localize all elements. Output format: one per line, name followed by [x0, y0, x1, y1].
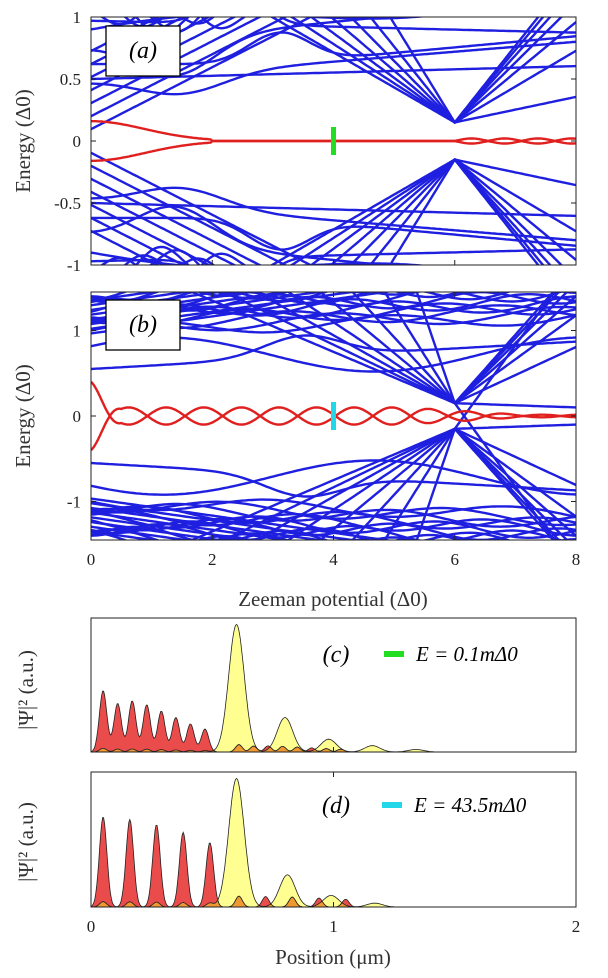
- bulk-band-upper: [91, 40, 576, 96]
- x-tick-label: 0: [87, 550, 96, 569]
- y-tick-label: 1: [73, 321, 82, 340]
- panel-a-label: (a): [129, 38, 157, 64]
- panel-d-legend-text: E = 43.5mΔ0: [413, 793, 527, 817]
- bulk-band-upper: [91, 64, 576, 81]
- y-tick-label: 0: [73, 407, 82, 426]
- bulk-band-lower: [91, 427, 576, 540]
- bulk-band-lower: [91, 158, 576, 265]
- panel-c-ticks: [90, 747, 577, 752]
- panel-c-ylabel: |Ψ|² (a.u.): [14, 650, 38, 730]
- panel-c: (c) E = 0.1mΔ0 |Ψ|² (a.u.): [14, 617, 577, 753]
- x-tick-label: 2: [572, 917, 581, 936]
- panel-d-xlabel: Position (μm): [275, 945, 391, 969]
- panel-c-legend-text: E = 0.1mΔ0: [415, 642, 518, 666]
- bulk-band-lower: [91, 157, 576, 265]
- panel-d-curves: [91, 777, 576, 907]
- y-tick-label: 0.5: [60, 70, 81, 89]
- bulk-band-lower: [91, 251, 429, 265]
- bulk-band-lower: [91, 201, 576, 218]
- y-tick-label: -1: [67, 256, 81, 275]
- y-tick-label: 0: [73, 132, 82, 151]
- wavefunction-yellow-area: [91, 777, 576, 907]
- bulk-band-upper: [91, 17, 576, 34]
- bulk-band-upper: [91, 334, 576, 371]
- bulk-band-lower: [91, 158, 545, 265]
- bulk-band-upper: [91, 292, 555, 405]
- bulk-band-upper: [91, 292, 561, 405]
- panel-a-ylabel: Energy (Δ0): [11, 89, 35, 193]
- panel-b-ticks: 1 0 -1 0 2 4 6 8: [67, 292, 580, 569]
- wavefunction-overlap-area: [91, 895, 576, 907]
- x-tick-label: 0: [87, 917, 96, 936]
- bulk-band-lower: [91, 292, 556, 540]
- bulk-band-lower: [91, 459, 576, 496]
- y-tick-label: 1: [73, 8, 82, 27]
- panel-d-label: (d): [322, 793, 350, 819]
- bulk-band-lower: [134, 245, 191, 265]
- bulk-band-lower: [91, 186, 576, 242]
- panel-d: 0 1 2 (d) E = 43.5mΔ0 |Ψ|² (a.u.) Position…: [14, 771, 581, 969]
- bulk-band-upper: [91, 17, 576, 131]
- panel-a-ticks: 1 0.5 0 -0.5 -1: [54, 8, 577, 275]
- panel-d-ticks: 0 1 2: [87, 772, 581, 936]
- bulk-band-upper: [91, 17, 429, 31]
- bulk-band-upper: [91, 292, 569, 405]
- panel-b-ylabel: Energy (Δ0): [11, 364, 35, 468]
- x-tick-label: 1: [329, 917, 338, 936]
- panel-d-ylabel: |Ψ|² (a.u.): [14, 802, 38, 882]
- bulk-band-lower: [91, 248, 576, 265]
- bulk-band-upper: [91, 17, 545, 124]
- y-tick-label: -1: [67, 493, 81, 512]
- wavefunction-red-area: [91, 817, 576, 907]
- panel-a-label-box: [105, 25, 181, 77]
- bulk-band-lower: [91, 157, 552, 265]
- bulk-band-lower: [91, 427, 555, 540]
- x-tick-label: 6: [451, 550, 460, 569]
- panel-b-label: (b): [129, 312, 157, 338]
- bulk-band-lower: [91, 216, 576, 251]
- x-tick-label: 8: [572, 550, 581, 569]
- bulk-band-lower: [91, 157, 564, 265]
- bulk-band-lower: [91, 151, 576, 265]
- y-tick-label: -0.5: [54, 194, 81, 213]
- panel-c-label: (c): [323, 642, 350, 668]
- panel-b-label-box: [105, 299, 181, 351]
- bulk-band-lower: [91, 461, 576, 498]
- panel-b-xlabel: Zeeman potential (Δ0): [238, 587, 428, 611]
- bulk-band-lower: [148, 248, 201, 265]
- bulk-band-lower: [91, 427, 576, 540]
- bulk-band-upper: [199, 17, 247, 30]
- x-tick-label: 2: [208, 550, 217, 569]
- x-tick-label: 4: [329, 550, 338, 569]
- panel-a: 1 0.5 0 -0.5 -1 (a) Energy (Δ0): [11, 8, 577, 275]
- bulk-band-lower: [91, 427, 569, 540]
- bulk-band-lower: [91, 158, 540, 265]
- panel-b: 1 0 -1 0 2 4 6 8 (b) Energy (Δ0) Zeeman potenti…: [11, 291, 580, 611]
- bulk-band-lower: [91, 427, 561, 540]
- bulk-band-lower: [91, 502, 576, 528]
